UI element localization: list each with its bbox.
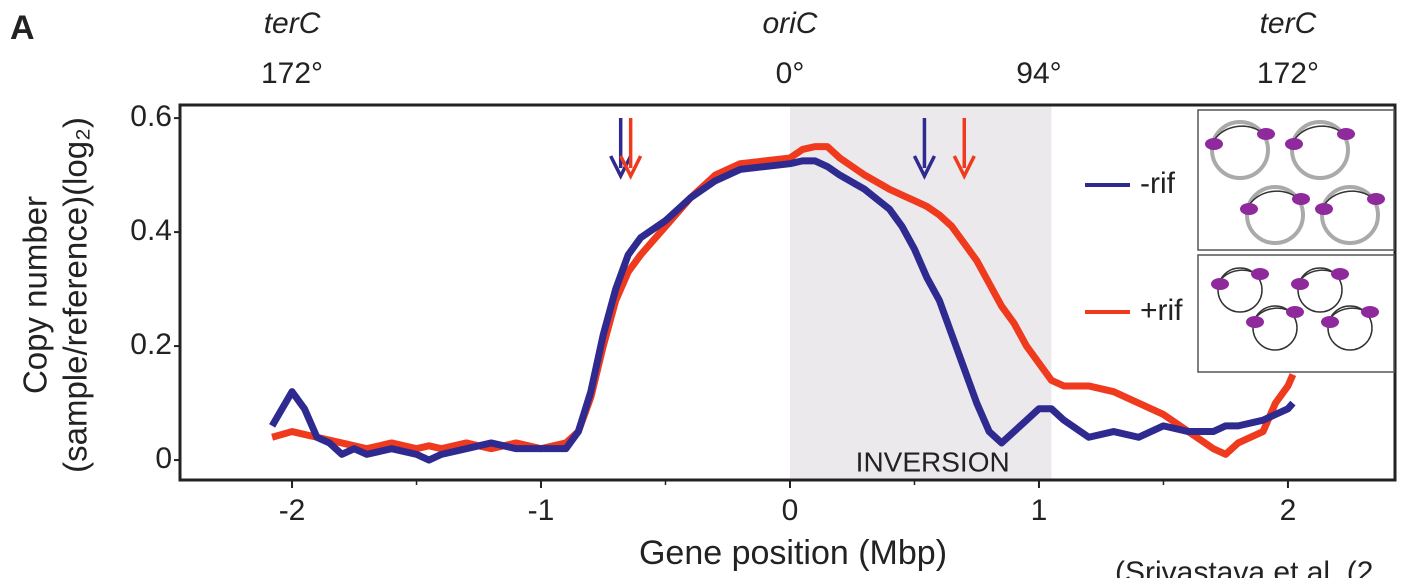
arrow-head [952, 155, 976, 180]
inset-fork [1257, 128, 1275, 140]
inset-fork [1331, 268, 1349, 280]
top-label-angle: 172° [261, 57, 323, 90]
inset-fork [1361, 306, 1379, 318]
inset-fork [1246, 316, 1264, 328]
top-label-name: terC [1260, 7, 1317, 40]
inset-circle [1245, 185, 1305, 245]
arrow [912, 118, 937, 180]
inset-fork [1211, 278, 1229, 290]
x-tick-label: 2 [1280, 494, 1297, 527]
x-tick-label: 0 [782, 494, 799, 527]
inset-circle [1320, 185, 1380, 245]
series-line [269, 157, 1296, 464]
arrow [952, 118, 976, 180]
y-axis-title-line: Copy number [17, 196, 54, 394]
inset-fork [1315, 203, 1333, 215]
x-tick-label: -2 [279, 494, 306, 527]
series-line [271, 143, 1297, 458]
y-axis-title: Copy number (sample/reference)(log₂) [17, 117, 94, 473]
x-tick-label: -1 [528, 494, 555, 527]
inset-circle [1217, 267, 1263, 313]
inset-circle [1252, 305, 1298, 351]
y-tick-label: 0 [155, 442, 172, 475]
arrow-head [609, 155, 633, 180]
legend-label: -rif [1140, 167, 1176, 200]
inset-circle [1290, 120, 1350, 180]
inset-fork [1321, 316, 1339, 328]
top-label-name: oriC [762, 7, 817, 40]
inset-fork [1240, 203, 1258, 215]
inset-fork [1292, 193, 1310, 205]
inset-box [1197, 109, 1395, 251]
y-tick-label: 0.6 [130, 100, 172, 133]
shaded-region [789, 105, 1052, 480]
inset-fork [1251, 268, 1269, 280]
citation: (Srivastava et al. (2 [1115, 556, 1373, 578]
x-axis-title: Gene position (Mbp) [639, 534, 947, 572]
inset-fork [1337, 128, 1355, 140]
y-axis-title-line: (sample/reference)(log₂) [57, 117, 94, 473]
y-tick-label: 0.2 [130, 328, 172, 361]
region-label: INVERSION [856, 446, 1010, 477]
arrow-head [619, 155, 643, 180]
inset-circle [1297, 267, 1343, 313]
legend-label: +rif [1140, 294, 1183, 327]
panel-label: A [10, 9, 35, 47]
y-tick-label: 0.4 [130, 214, 172, 247]
inset-fork [1291, 278, 1309, 290]
arrow-head [912, 155, 937, 180]
inset-fork [1285, 138, 1303, 150]
top-label-angle: 0° [776, 57, 805, 90]
plot-frame [178, 103, 1397, 482]
top-label-angle: 94° [1016, 57, 1061, 90]
inset-fork [1205, 138, 1223, 150]
top-label-angle: 172° [1257, 57, 1319, 90]
inset-circle [1210, 120, 1270, 180]
x-tick-label: 1 [1031, 494, 1048, 527]
arrow [619, 118, 643, 180]
inset-circle [1327, 305, 1373, 351]
inset-fork [1367, 193, 1385, 205]
top-label-name: terC [264, 7, 321, 40]
inset-fork [1286, 306, 1304, 318]
